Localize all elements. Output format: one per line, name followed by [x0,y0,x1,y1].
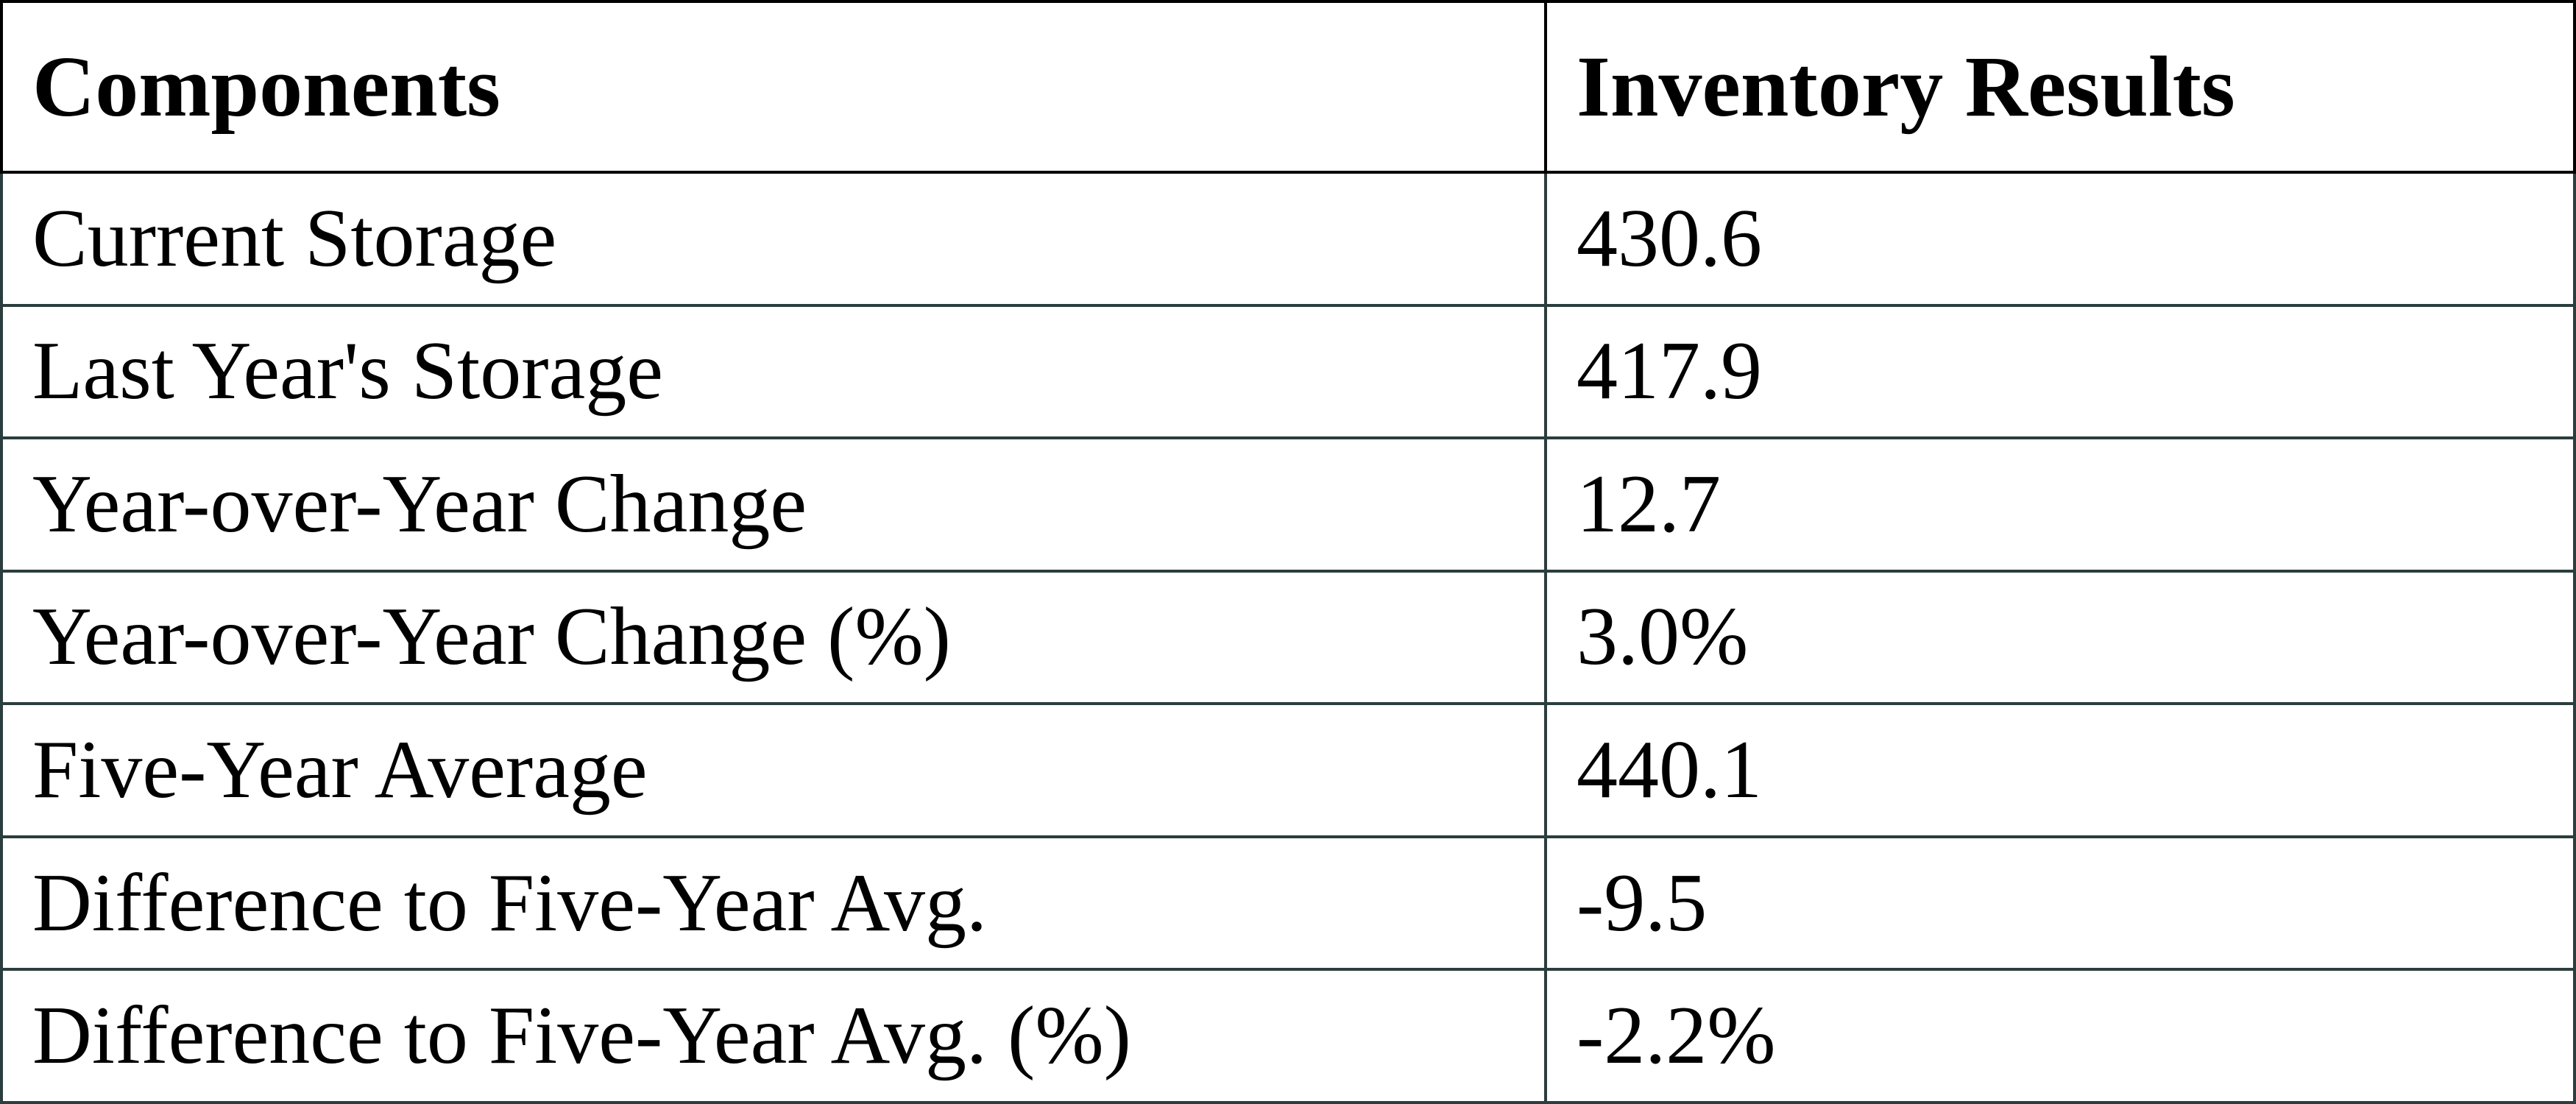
table-row: Year-over-Year Change 12.7 [0,436,2576,573]
result-cell: 3.0% [1544,569,2576,706]
result-cell: 440.1 [1544,702,2576,838]
component-cell: Year-over-Year Change [0,436,1547,573]
table-body: Current Storage 430.6 Last Year's Storage 4… [0,171,2576,1104]
result-cell: -9.5 [1544,835,2576,972]
table-row: Difference to Five-Year Avg. (%) -2.2% [0,968,2576,1104]
header-row: Components Inventory Results [0,0,2576,174]
table-head: Components Inventory Results [0,0,2576,174]
header-cell: Inventory Results [1544,0,2576,174]
result-cell: 417.9 [1544,303,2576,440]
component-cell: Five-Year Average [0,702,1547,838]
table-row: Last Year's Storage 417.9 [0,303,2576,440]
header-cell: Components [0,0,1547,174]
table-row: Current Storage 430.6 [0,171,2576,307]
table-row: Five-Year Average 440.1 [0,702,2576,838]
result-cell: 12.7 [1544,436,2576,573]
table-row: Difference to Five-Year Avg. -9.5 [0,835,2576,972]
component-cell: Year-over-Year Change (%) [0,569,1547,706]
component-cell: Difference to Five-Year Avg. [0,835,1547,972]
component-cell: Current Storage [0,171,1547,307]
component-cell: Difference to Five-Year Avg. (%) [0,968,1547,1104]
component-cell: Last Year's Storage [0,303,1547,440]
result-cell: 430.6 [1544,171,2576,307]
result-cell: -2.2% [1544,968,2576,1104]
table-row: Year-over-Year Change (%) 3.0% [0,569,2576,706]
